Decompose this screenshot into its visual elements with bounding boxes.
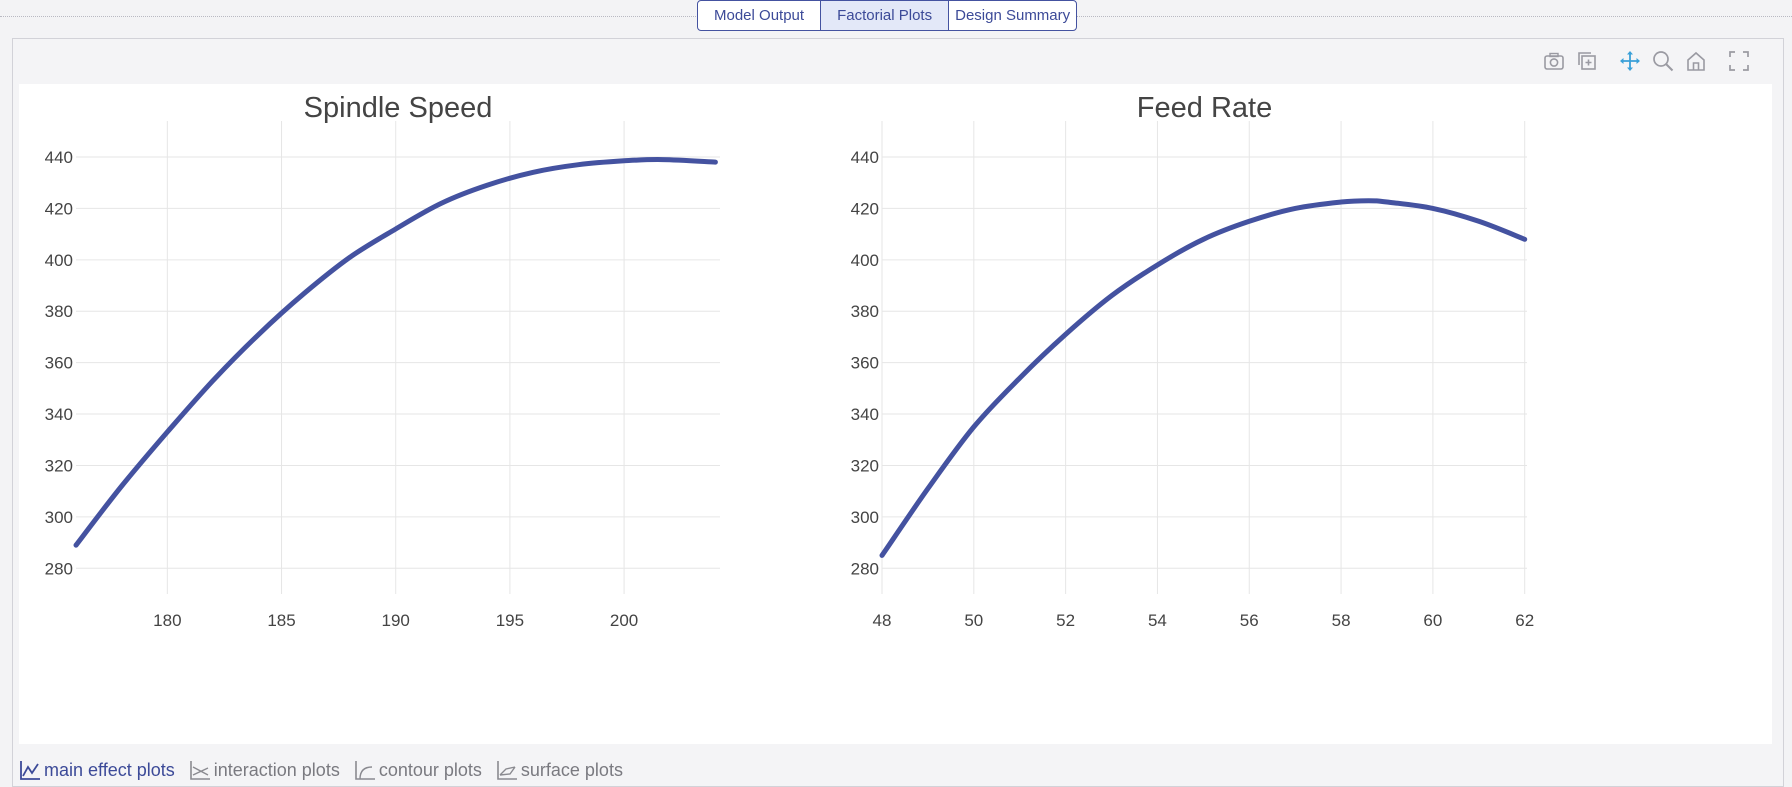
y-tick-label: 320 [851, 456, 879, 475]
x-tick-label: 200 [610, 611, 638, 630]
plot-modebar [1534, 48, 1752, 74]
interaction-chart-icon [189, 761, 210, 780]
contour-chart-icon [355, 761, 375, 780]
y-tick-label: 400 [45, 251, 73, 270]
y-tick-label: 340 [851, 405, 879, 424]
line-chart-icon [20, 761, 40, 780]
tab-surface-plots[interactable]: surface plots [496, 759, 623, 781]
pan-icon[interactable] [1617, 48, 1643, 74]
series-line [879, 198, 1528, 558]
y-tick-label: 440 [45, 148, 73, 167]
tab-label: contour plots [378, 759, 482, 780]
x-tick-label: 185 [267, 611, 295, 630]
y-tick-label: 280 [45, 559, 73, 578]
copy-plot-icon[interactable] [1574, 48, 1600, 74]
fullscreen-icon[interactable] [1726, 48, 1752, 74]
x-tick-label: 50 [964, 611, 983, 630]
view-tabs: Model Output Factorial Plots Design Summ… [697, 0, 1078, 31]
y-tick-label: 300 [851, 508, 879, 527]
chart-area: Spindle Speed 180 185 190 195 200 280 300 320 340… [19, 84, 1772, 744]
y-tick-label: 320 [45, 456, 73, 475]
series-line [73, 157, 718, 548]
x-tick-label: 58 [1332, 611, 1351, 630]
x-tick-label: 62 [1515, 611, 1534, 630]
y-tick-label: 300 [45, 508, 73, 527]
tab-label: main effect plots [44, 759, 175, 780]
tab-interaction-plots[interactable]: interaction plots [189, 759, 340, 781]
tab-design-summary[interactable]: Design Summary [955, 7, 1071, 24]
x-tick-label: 56 [1240, 611, 1259, 630]
surface-chart-icon [497, 761, 517, 780]
home-icon[interactable] [1683, 48, 1709, 74]
tab-main-effect-plots[interactable]: main effect plots [19, 759, 175, 781]
y-tick-label: 420 [851, 199, 879, 218]
camera-icon[interactable] [1541, 48, 1567, 74]
y-tick-label: 340 [45, 405, 73, 424]
x-tick-label: 180 [153, 611, 181, 630]
x-tick-label: 60 [1423, 611, 1442, 630]
tab-contour-plots[interactable]: contour plots [354, 759, 482, 781]
tab-factorial-plots[interactable]: Factorial Plots [821, 1, 950, 30]
y-tick-label: 380 [45, 302, 73, 321]
zoom-icon[interactable] [1650, 48, 1676, 74]
chart-title: Spindle Speed [304, 92, 493, 124]
tab-label: surface plots [520, 759, 623, 780]
y-tick-label: 380 [851, 302, 879, 321]
main-effects-chart[interactable]: Spindle Speed 180 185 190 195 200 280 300 320 340… [19, 84, 1772, 744]
plot-type-tabs: main effect plots interaction plots cont… [19, 756, 637, 784]
y-tick-label: 280 [851, 559, 879, 578]
y-tick-label: 400 [851, 251, 879, 270]
chart-title: Feed Rate [1137, 92, 1272, 124]
x-tick-label: 195 [496, 611, 524, 630]
tab-label: interaction plots [213, 759, 340, 780]
y-tick-label: 360 [45, 354, 73, 373]
x-tick-label: 54 [1148, 611, 1167, 630]
y-tick-label: 420 [45, 199, 73, 218]
y-tick-label: 360 [851, 354, 879, 373]
x-tick-label: 190 [382, 611, 410, 630]
y-tick-label: 440 [851, 148, 879, 167]
x-tick-label: 48 [873, 611, 892, 630]
tab-model-output[interactable]: Model Output [698, 1, 822, 30]
x-tick-label: 52 [1056, 611, 1075, 630]
